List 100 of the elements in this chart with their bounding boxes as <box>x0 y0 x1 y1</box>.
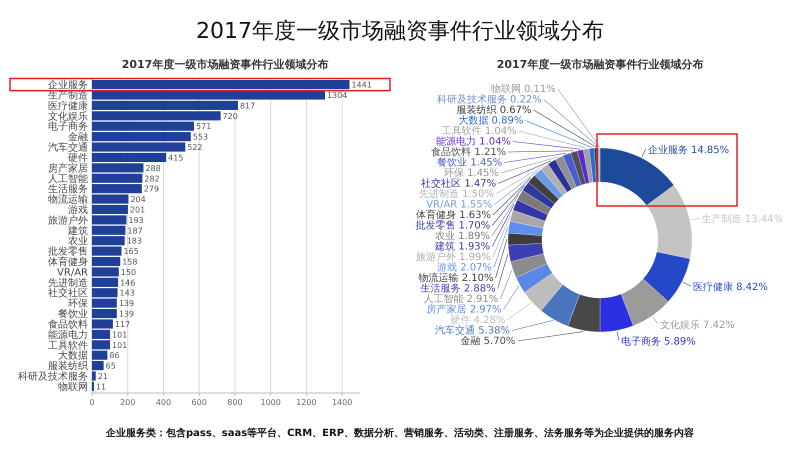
slice-label: 企业服务 14.85% <box>648 144 730 156</box>
y-tick-label: 大数据 <box>58 350 88 362</box>
y-tick-label: 生产制造 <box>48 89 88 102</box>
y-tick-label: 餐饮业 <box>58 308 88 320</box>
y-tick-label: 农业 <box>68 235 88 248</box>
slice-label: 生产制造 13.44% <box>702 213 783 226</box>
data-label: 158 <box>122 258 138 267</box>
y-tick-label: 文化娱乐 <box>48 110 88 122</box>
slice-label: 物联网 0.11% <box>490 83 556 95</box>
data-label: 117 <box>114 320 130 329</box>
slice-label: 房产家居 2.97% <box>426 304 502 316</box>
slice-label: 汽车交通 5.38% <box>435 324 510 336</box>
data-label: 204 <box>130 195 146 204</box>
data-label: 201 <box>130 205 146 214</box>
y-tick-label: 批发零售 <box>48 246 88 258</box>
x-tick-label: 800 <box>227 398 243 407</box>
y-tick-label: 社交社区 <box>48 287 88 300</box>
slice-label: 能源电力 1.04% <box>436 136 511 148</box>
slice-label: 农业 1.89% <box>435 230 490 242</box>
y-tick-label: 人工智能 <box>48 172 88 185</box>
text: 企业服务类：包含pass、saas等平台、CRM、ERP、数据分析、营销服务、活动类、注册服务、法务服务等为企业提供的服务内容 <box>104 427 694 439</box>
data-label: 86 <box>109 351 120 360</box>
data-label: 146 <box>120 278 136 288</box>
slice-label: 大数据 0.89% <box>458 114 524 126</box>
x-tick-label: 1400 <box>332 398 352 407</box>
chart-title: 2017年度一级市场融资事件行业领域分布 <box>122 58 328 71</box>
y-tick-label: 服装纺织 <box>48 360 88 372</box>
slice-label: 批发零售 1.70% <box>415 220 490 232</box>
y-tick-label: 医疗健康 <box>48 100 88 112</box>
slice-label: 医疗健康 8.42% <box>692 281 768 294</box>
slice-label: 物流运输 2.10% <box>418 272 494 284</box>
slice-label: 工具软件 1.04% <box>442 125 517 137</box>
data-label: 571 <box>196 122 212 132</box>
data-label: 183 <box>126 236 142 246</box>
data-label: 522 <box>187 143 203 152</box>
data-label: 288 <box>145 164 161 173</box>
data-label: 1304 <box>326 90 348 100</box>
slice-label: 建筑 1.93% <box>434 240 490 252</box>
slice-label: 科研及技术服务 0.22% <box>436 94 542 106</box>
data-label: 139 <box>118 299 134 308</box>
y-tick-label: 生活服务 <box>48 183 88 196</box>
slice-label: 体育健身 1.63% <box>416 209 492 221</box>
x-tick-label: 600 <box>192 398 207 407</box>
slice-label: 旅游户外 1.99% <box>416 251 491 263</box>
data-label: 21 <box>98 372 108 382</box>
y-tick-label: 体育健身 <box>48 256 88 268</box>
x-tick-label: 0 <box>89 398 95 407</box>
text: 2017年度一级市场融资事件行业领域分布 <box>196 19 604 44</box>
y-tick-label: 食品饮料 <box>48 318 88 330</box>
slice-label: 硬件 4.28% <box>450 315 506 326</box>
data-label: 139 <box>118 310 134 319</box>
y-tick-label: 电子商务 <box>48 120 88 133</box>
y-tick-label: 旅游户外 <box>48 214 88 226</box>
slice-label: 金融 5.70% <box>460 335 516 347</box>
y-tick-label: 能源电力 <box>48 328 88 341</box>
y-tick-label: 环保 <box>68 298 88 310</box>
slice-label: 先进制造 1.50% <box>418 188 494 200</box>
data-label: 65 <box>106 362 116 371</box>
x-tick-label: 400 <box>156 398 172 407</box>
data-label: 193 <box>128 216 144 225</box>
y-tick-label: 建筑 <box>67 224 88 237</box>
data-label: 720 <box>222 112 238 121</box>
data-label: 553 <box>192 132 208 142</box>
y-tick-label: 工具软件 <box>48 339 88 352</box>
slice-label: 文化娱乐 7.42% <box>660 319 735 331</box>
slice-label: VR/AR 1.55% <box>426 200 492 210</box>
data-label: 11 <box>96 382 106 392</box>
data-label: 150 <box>120 268 136 277</box>
data-label: 1441 <box>351 80 372 90</box>
data-label: 101 <box>112 340 128 350</box>
slice-label: 游戏 2.07% <box>436 262 492 274</box>
y-tick-label: 金融 <box>68 131 88 144</box>
slice-label: 社交社区 1.47% <box>421 178 496 190</box>
y-tick-label: 先进制造 <box>48 276 88 289</box>
data-label: 187 <box>127 226 143 236</box>
x-tick-label: 1200 <box>296 398 317 407</box>
slice-label: 食品饮料 1.21% <box>431 146 506 158</box>
y-tick-label: VR/AR <box>57 267 88 278</box>
data-label: 279 <box>144 184 160 194</box>
slice-label: 餐饮业 1.45% <box>437 156 502 168</box>
y-tick-label: 房产家居 <box>48 162 88 174</box>
x-tick-label: 200 <box>120 398 136 407</box>
y-tick-label: 汽车交通 <box>48 142 88 154</box>
y-tick-label: 物联网 <box>58 380 88 393</box>
y-tick-label: 科研及技术服务 <box>18 370 88 383</box>
y-tick-label: 游戏 <box>68 204 88 216</box>
data-label: 282 <box>144 174 160 184</box>
data-label: 817 <box>240 101 256 110</box>
slice-label: 电子商务 5.89% <box>620 335 696 348</box>
chart-title: 2017年度一级市场融资事件行业领域分布 <box>496 58 704 71</box>
data-label: 165 <box>123 247 139 256</box>
slice-label: 服装纺织 0.67% <box>456 104 532 116</box>
slice-label: 人工智能 2.91% <box>423 293 498 305</box>
y-tick-label: 硬件 <box>68 152 88 164</box>
y-tick-label: 物流运输 <box>48 194 88 206</box>
data-label: 143 <box>120 288 135 298</box>
data-label: 101 <box>112 330 128 340</box>
data-label: 415 <box>168 153 184 162</box>
y-tick-label: 企业服务 <box>48 79 88 92</box>
slice-label: 生活服务 2.88% <box>420 282 496 294</box>
